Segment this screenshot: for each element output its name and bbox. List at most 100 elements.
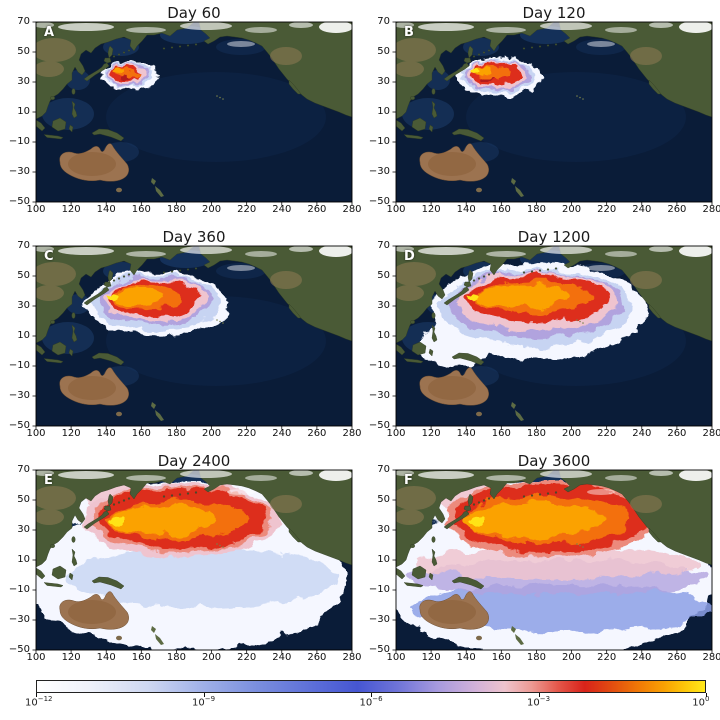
y-tick-label: −50 bbox=[368, 196, 390, 207]
plume-layer bbox=[65, 548, 340, 608]
x-tick-label: 220 bbox=[237, 204, 257, 215]
plume-layer bbox=[476, 284, 569, 309]
x-tick-label: 180 bbox=[526, 204, 546, 215]
x-tick-label: 240 bbox=[632, 204, 652, 215]
plume-layer bbox=[468, 514, 485, 523]
x-tick-label: 160 bbox=[131, 428, 151, 439]
x-tick-label: 180 bbox=[526, 428, 546, 439]
x-tick-label: 220 bbox=[597, 652, 617, 663]
y-tick-label: 30 bbox=[377, 300, 390, 311]
x-tick-label: 240 bbox=[632, 652, 652, 663]
pacific-map bbox=[392, 21, 713, 206]
panel-letter: D bbox=[404, 249, 415, 264]
colorbar-tick-label: 10−6 bbox=[359, 695, 383, 709]
y-tick-label: 70 bbox=[17, 464, 30, 475]
x-tick-label: 120 bbox=[61, 204, 81, 215]
x-tick-label: 120 bbox=[421, 652, 441, 663]
x-axis-tick-labels: 100 120 140 160 180 200 220 240 260 280 bbox=[386, 651, 720, 665]
y-axis-tick-labels: 70 50 30 10 −10 −30 −50 bbox=[360, 240, 393, 431]
colorbar-tick-labels: 10−12 10−9 10−6 10−3 100 bbox=[25, 693, 709, 709]
x-tick-label: 100 bbox=[386, 652, 406, 663]
y-tick-label: 30 bbox=[17, 300, 30, 311]
plume-layer bbox=[127, 70, 142, 78]
y-tick-label: 50 bbox=[17, 494, 30, 505]
y-tick-label: −10 bbox=[368, 584, 390, 595]
pacific-map bbox=[32, 469, 353, 654]
x-tick-label: 120 bbox=[421, 204, 441, 215]
x-tick-label: 120 bbox=[421, 428, 441, 439]
colorbar-gradient bbox=[36, 680, 706, 693]
x-tick-label: 180 bbox=[526, 652, 546, 663]
y-tick-label: −30 bbox=[8, 614, 30, 625]
y-tick-label: −10 bbox=[8, 136, 30, 147]
x-tick-label: 160 bbox=[491, 204, 511, 215]
x-axis-tick-labels: 100 120 140 160 180 200 220 240 260 280 bbox=[26, 203, 361, 217]
map-panel-b: Day 120 70 50 30 10 −10 −30 −50 B 100 120 140 160… bbox=[360, 0, 720, 224]
x-tick-label: 200 bbox=[562, 652, 582, 663]
x-tick-label: 240 bbox=[272, 652, 292, 663]
y-tick-label: −50 bbox=[8, 420, 30, 431]
y-tick-label: 70 bbox=[17, 240, 30, 251]
x-tick-label: 200 bbox=[562, 204, 582, 215]
x-tick-label: 200 bbox=[202, 652, 222, 663]
y-tick-label: 70 bbox=[377, 464, 390, 475]
x-tick-label: 240 bbox=[272, 204, 292, 215]
y-tick-label: −30 bbox=[368, 166, 390, 177]
plume-layer bbox=[462, 502, 604, 539]
x-tick-label: 160 bbox=[491, 652, 511, 663]
x-tick-label: 140 bbox=[96, 204, 116, 215]
y-tick-label: −10 bbox=[368, 136, 390, 147]
colorbar-tick-label: 10−12 bbox=[24, 695, 53, 709]
x-tick-label: 140 bbox=[456, 652, 476, 663]
x-tick-label: 180 bbox=[166, 204, 186, 215]
panel-title: Day 3600 bbox=[517, 452, 591, 470]
map-panel-d: Day 1200 70 50 30 10 −10 −30 −50 D 100 120 140 16… bbox=[360, 224, 720, 448]
panel-title: Day 1200 bbox=[517, 228, 591, 246]
pacific-map bbox=[32, 21, 353, 206]
x-tick-label: 120 bbox=[61, 652, 81, 663]
x-tick-label: 280 bbox=[702, 652, 720, 663]
y-tick-label: 10 bbox=[17, 554, 30, 565]
y-tick-label: −30 bbox=[368, 390, 390, 401]
y-axis-tick-labels: 70 50 30 10 −10 −30 −50 bbox=[360, 16, 393, 207]
panel-title: Day 120 bbox=[522, 4, 586, 22]
x-tick-label: 100 bbox=[386, 428, 406, 439]
y-tick-label: 50 bbox=[377, 270, 390, 281]
map-panel-c: Day 360 70 50 30 10 −10 −30 −50 C 100 120 140 160… bbox=[0, 224, 362, 448]
y-tick-label: 30 bbox=[377, 76, 390, 87]
panel-letter: A bbox=[44, 25, 55, 40]
pacific-map bbox=[32, 245, 353, 430]
panel-letter: B bbox=[404, 25, 414, 40]
y-tick-label: 30 bbox=[17, 524, 30, 535]
y-tick-label: 10 bbox=[17, 106, 30, 117]
x-tick-label: 240 bbox=[272, 428, 292, 439]
plume-layer bbox=[413, 548, 702, 578]
pacific-map bbox=[392, 469, 713, 654]
x-tick-label: 140 bbox=[96, 652, 116, 663]
plume-layer bbox=[470, 68, 478, 73]
y-axis-tick-labels: 70 50 30 10 −10 −30 −50 bbox=[0, 240, 33, 431]
x-tick-label: 220 bbox=[237, 428, 257, 439]
map-panel-a: Day 60 70 50 30 10 −10 −30 −50 A 100 120 140 160 1… bbox=[0, 0, 362, 224]
y-tick-label: 70 bbox=[377, 240, 390, 251]
y-tick-label: 10 bbox=[377, 554, 390, 565]
x-tick-label: 260 bbox=[307, 652, 327, 663]
y-axis-tick-labels: 70 50 30 10 −10 −30 −50 bbox=[0, 464, 33, 655]
pacific-map bbox=[392, 245, 713, 430]
panel-title: Day 2400 bbox=[157, 452, 231, 470]
panel-letter: E bbox=[44, 473, 53, 488]
x-tick-label: 200 bbox=[202, 428, 222, 439]
panel-letter: F bbox=[404, 473, 413, 488]
x-tick-label: 280 bbox=[702, 428, 720, 439]
panel-title: Day 360 bbox=[162, 228, 226, 246]
y-tick-label: 70 bbox=[17, 16, 30, 27]
x-tick-label: 100 bbox=[26, 652, 46, 663]
y-axis-tick-labels: 70 50 30 10 −10 −30 −50 bbox=[360, 464, 393, 655]
plume-layer bbox=[107, 292, 118, 299]
y-tick-label: −50 bbox=[8, 196, 30, 207]
x-axis-tick-labels: 100 120 140 160 180 200 220 240 260 280 bbox=[26, 427, 361, 441]
y-tick-label: 30 bbox=[17, 76, 30, 87]
y-tick-label: 10 bbox=[377, 330, 390, 341]
colorbar-tick bbox=[371, 693, 372, 697]
map-panel-f: Day 3600 70 50 30 10 −10 −30 −50 F 100 120 140 16… bbox=[360, 448, 720, 672]
